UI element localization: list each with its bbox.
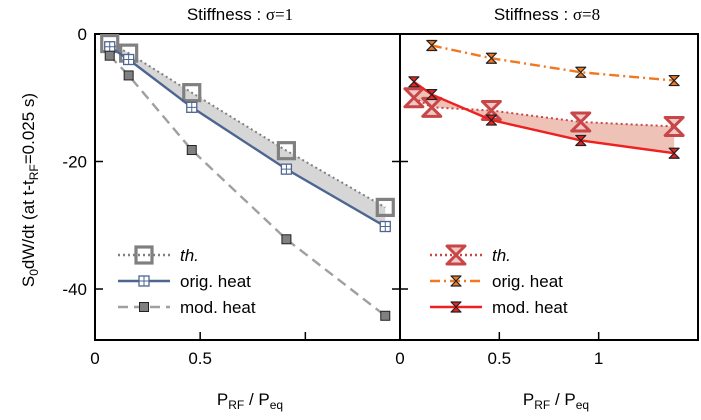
data-point-orig <box>426 39 438 52</box>
legend-label-orig: orig. heat <box>492 272 563 291</box>
plot-frame <box>94 33 401 341</box>
y-tick-label: 0 <box>78 25 87 44</box>
x-tick-label: 0 <box>90 349 99 368</box>
x-tick-label: 0 <box>395 349 404 368</box>
legend-marker-orig <box>450 275 462 287</box>
left-x-axis-label: PRF / Peq <box>217 390 283 412</box>
data-point-mod <box>408 76 420 88</box>
data-point-th <box>403 87 425 109</box>
data-point-th <box>276 141 297 161</box>
data-point-orig <box>104 41 116 53</box>
legend-marker-orig <box>138 275 150 287</box>
y-tick-label: -40 <box>62 280 87 299</box>
data-point-orig <box>379 220 391 233</box>
legend-marker-mod <box>450 301 462 313</box>
data-point-orig <box>123 53 135 66</box>
data-point-mod <box>123 70 134 81</box>
data-point-mod <box>485 114 497 126</box>
y-tick-label: -20 <box>62 153 87 172</box>
legend-marker-th <box>134 245 154 265</box>
data-point-mod <box>426 88 438 101</box>
legend-label-mod: mod. heat <box>492 298 568 317</box>
series-line-th <box>109 42 386 209</box>
data-point-th <box>375 197 395 217</box>
data-point-mod <box>575 134 587 147</box>
shaded-band <box>109 43 386 227</box>
data-point-th <box>182 83 202 103</box>
data-point-orig <box>668 74 680 87</box>
series-line-orig <box>431 44 675 82</box>
right-x-axis-label: PRF / Peq <box>523 390 589 412</box>
right-panel-title: Stiffness : σ=8 <box>494 5 600 24</box>
plot-frame <box>399 33 699 341</box>
data-point-mod <box>668 147 680 159</box>
right-panel: 0 0.5 1 th. orig. heat mod. heat <box>392 33 699 368</box>
legend: th. orig. heat mod. heat <box>118 245 256 317</box>
data-point-mod <box>104 50 115 61</box>
data-point-mod <box>281 234 292 245</box>
legend-label-th: th. <box>492 246 511 265</box>
y-axis-label: S0dW/dt (at t-tRF=0.025 s) <box>19 93 41 287</box>
legend-label-mod: mod. heat <box>180 298 256 317</box>
legend-label-orig: orig. heat <box>180 272 251 291</box>
x-tick-label: 0.5 <box>188 349 212 368</box>
legend-label-th: th. <box>180 246 199 265</box>
data-point-orig <box>485 52 497 64</box>
legend-marker-mod <box>139 302 149 312</box>
x-tick-label: 0.5 <box>488 349 512 368</box>
data-point-th <box>570 111 592 133</box>
left-panel-title: Stiffness : σ=1 <box>187 5 293 24</box>
legend-marker-th <box>445 244 467 266</box>
data-point-orig <box>280 163 293 175</box>
data-point-orig <box>186 101 198 113</box>
data-point-mod <box>186 145 197 156</box>
left-panel: 0 0.5 0 -20 -40 th. orig. heat mod. heat <box>62 25 401 368</box>
series-line-mod <box>108 54 387 317</box>
data-point-mod <box>380 310 391 321</box>
data-point-orig <box>575 66 587 78</box>
x-tick-label: 1 <box>594 349 603 368</box>
data-point-th <box>663 115 685 137</box>
shaded-band <box>413 81 675 154</box>
legend: th. orig. heat mod. heat <box>430 244 568 317</box>
series-line-th <box>413 96 675 128</box>
